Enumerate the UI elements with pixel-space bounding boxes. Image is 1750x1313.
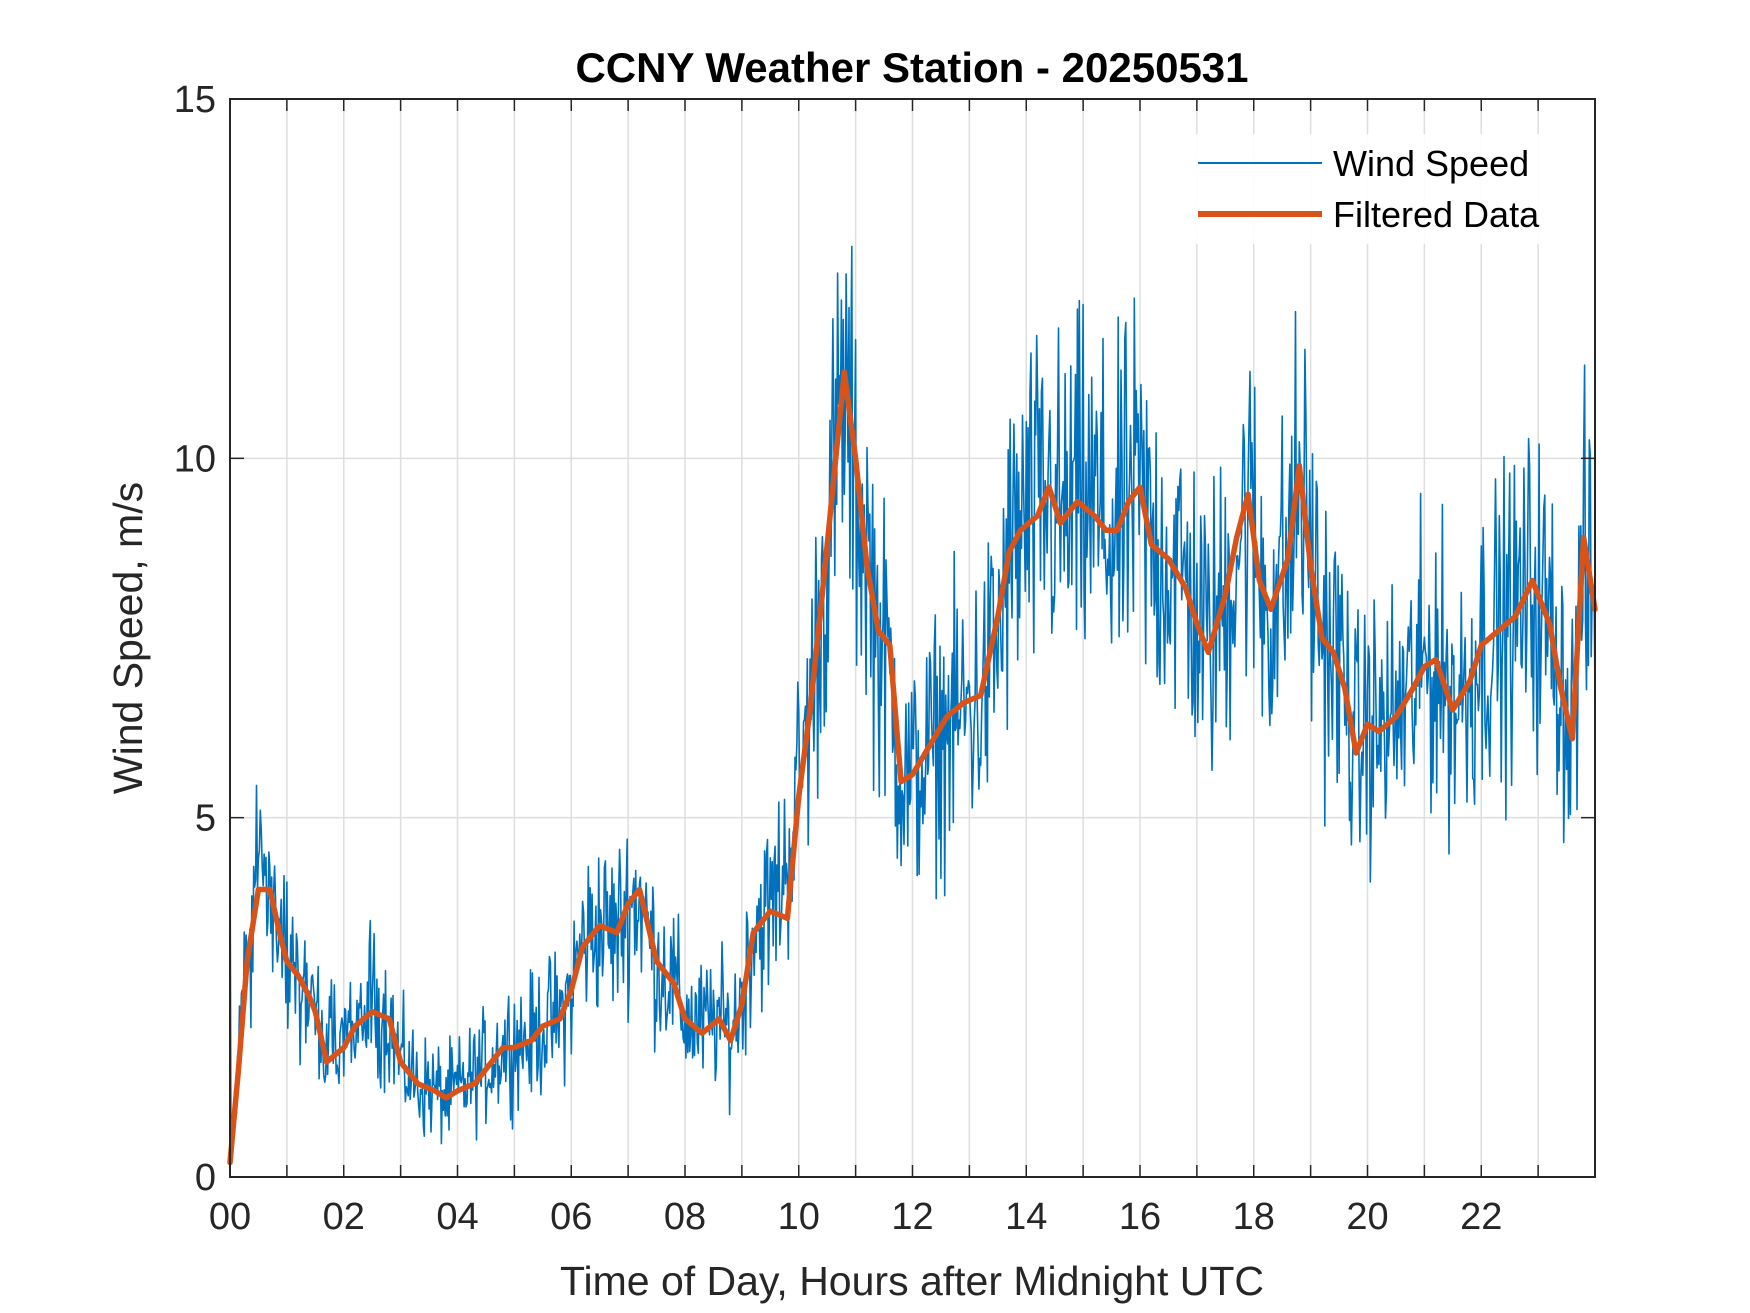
series-layer	[227, 245, 1598, 1166]
x-tick-label: 16	[1119, 1196, 1161, 1238]
x-tick-label: 12	[891, 1196, 933, 1238]
legend-filtered-data-label: Filtered Data	[1333, 194, 1540, 235]
wind-speed-series-line	[229, 245, 1596, 1145]
y-axis-label: Wind Speed, m/s	[105, 482, 151, 794]
y-tick-labels: 0 5 10 15	[174, 79, 216, 1199]
legend-background	[1190, 134, 1580, 244]
y-tick-label: 5	[195, 798, 216, 840]
y-tick-label: 10	[174, 438, 216, 480]
x-tick-label: 22	[1460, 1196, 1502, 1238]
y-tick-label: 0	[195, 1157, 216, 1199]
x-tick-label: 02	[323, 1196, 365, 1238]
x-tick-label: 04	[436, 1196, 478, 1238]
chart-title: CCNY Weather Station - 20250531	[575, 44, 1248, 91]
x-tick-labels: 00 02 04 06 08 10 12 14 16 18 20 22	[209, 1196, 1503, 1238]
legend: Wind Speed Filtered Data	[1190, 134, 1580, 244]
y-tick-label: 15	[174, 79, 216, 121]
x-tick-label: 14	[1005, 1196, 1047, 1238]
tick-marks	[230, 98, 1595, 1178]
filtered-data-series-line	[227, 369, 1598, 1166]
x-tick-label: 06	[550, 1196, 592, 1238]
x-tick-label: 20	[1346, 1196, 1388, 1238]
x-tick-label: 10	[778, 1196, 820, 1238]
x-tick-label: 00	[209, 1196, 251, 1238]
x-axis-label: Time of Day, Hours after Midnight UTC	[560, 1258, 1264, 1304]
x-tick-label: 18	[1233, 1196, 1275, 1238]
x-tick-label: 08	[664, 1196, 706, 1238]
legend-wind-speed-label: Wind Speed	[1333, 143, 1529, 184]
